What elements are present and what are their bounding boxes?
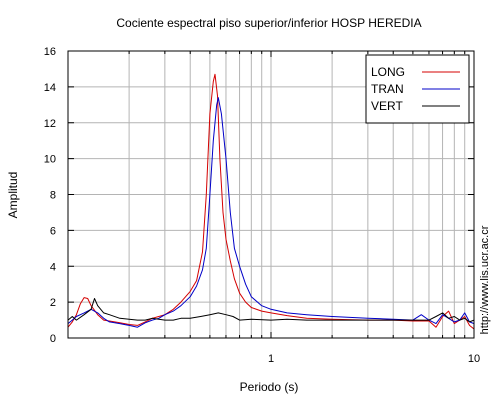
y-tick-label: 16	[44, 46, 56, 58]
y-tick-label: 12	[44, 118, 56, 130]
y-tick-label: 10	[44, 154, 56, 166]
legend-label-vert: VERT	[371, 99, 403, 113]
y-tick-label: 14	[44, 82, 56, 94]
x-tick-label: 1	[268, 353, 274, 365]
x-tick-label: 10	[468, 353, 480, 365]
y-tick-label: 8	[50, 190, 56, 202]
credit-url: http://www.lis.ucr.ac.cr	[479, 225, 491, 334]
y-axis-label: Amplitud	[6, 172, 20, 219]
y-tick-label: 0	[50, 333, 56, 345]
axis-ticks: 0 2 4 6 8 10 12 14 16 1 10	[44, 46, 480, 365]
legend-label-long: LONG	[371, 65, 405, 79]
series-line-tran	[67, 97, 475, 328]
legend: LONG TRAN VERT	[365, 54, 470, 124]
y-tick-label: 2	[50, 297, 56, 309]
series-lines	[67, 73, 475, 330]
series-line-vert	[67, 298, 475, 323]
y-tick-label: 6	[50, 225, 56, 237]
legend-label-tran: TRAN	[371, 82, 404, 96]
chart-title: Cociente espectral piso superior/inferio…	[116, 16, 421, 30]
x-axis-label: Periodo (s)	[240, 380, 299, 394]
y-tick-label: 4	[50, 261, 56, 273]
